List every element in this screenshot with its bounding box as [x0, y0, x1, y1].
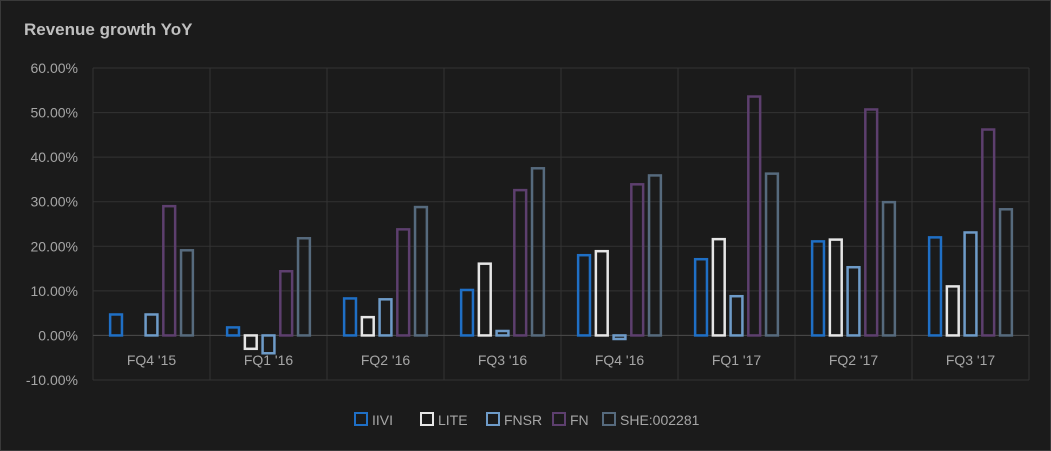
- bar-fn: [864, 108, 879, 337]
- y-tick-label: -10.00%: [26, 372, 78, 388]
- bar-she-002281: [530, 167, 546, 337]
- bar-fn: [630, 183, 645, 337]
- legend-label: FNSR: [504, 412, 542, 428]
- bar-fnsr: [846, 265, 861, 337]
- legend-swatch: [354, 412, 368, 426]
- bar-she-002281: [647, 174, 663, 337]
- bar-fnsr: [261, 334, 276, 355]
- bar-fnsr: [729, 294, 744, 337]
- y-tick-label: 20.00%: [31, 238, 78, 254]
- bar-fnsr: [378, 298, 393, 337]
- legend-label: IIVI: [372, 412, 393, 428]
- y-tick-label: 60.00%: [31, 60, 78, 76]
- bar-iivi: [459, 288, 475, 337]
- bar-she-002281: [998, 208, 1014, 337]
- bar-lite: [360, 315, 375, 337]
- bar-fn: [747, 95, 762, 337]
- bar-iivi: [108, 313, 124, 337]
- bar-iivi: [810, 240, 826, 337]
- bar-lite: [594, 249, 609, 337]
- bar-iivi: [693, 257, 709, 337]
- x-category-label: FQ3 '16: [478, 352, 528, 368]
- x-category-label: FQ1 '16: [244, 352, 294, 368]
- bar-fn: [513, 188, 528, 337]
- x-category-label: FQ1 '17: [712, 352, 762, 368]
- legend-label: SHE:002281: [620, 412, 700, 428]
- bar-iivi: [927, 236, 943, 337]
- y-tick-label: 10.00%: [31, 283, 78, 299]
- bar-fnsr: [495, 329, 510, 337]
- legend-swatch: [420, 412, 434, 426]
- bar-lite: [945, 285, 960, 337]
- y-tick-label: 40.00%: [31, 149, 78, 165]
- bar-she-002281: [413, 205, 429, 337]
- x-category-label: FQ4 '15: [127, 352, 177, 368]
- x-category-label: FQ4 '16: [595, 352, 645, 368]
- chart-title: Revenue growth YoY: [24, 20, 193, 39]
- legend-swatch: [486, 412, 500, 426]
- bar-lite: [828, 238, 843, 337]
- bar-she-002281: [179, 249, 195, 337]
- bar-lite: [243, 334, 258, 351]
- bar-she-002281: [764, 172, 780, 337]
- bar-lite: [711, 237, 726, 337]
- x-category-label: FQ3 '17: [946, 352, 996, 368]
- bar-iivi: [576, 253, 592, 337]
- bar-fn: [279, 269, 294, 337]
- x-category-label: FQ2 '17: [829, 352, 879, 368]
- bar-she-002281: [296, 237, 312, 337]
- legend-label: LITE: [438, 412, 468, 428]
- bar-fn: [396, 228, 411, 337]
- bar-lite: [477, 262, 492, 337]
- legend-swatch: [552, 412, 566, 426]
- legend-label: FN: [570, 412, 589, 428]
- y-tick-label: 50.00%: [31, 105, 78, 121]
- bar-iivi: [225, 326, 241, 337]
- bar-fn: [981, 128, 996, 337]
- bar-fnsr: [963, 231, 978, 337]
- bar-fn: [162, 204, 177, 337]
- bar-she-002281: [881, 200, 897, 337]
- legend-swatch: [602, 412, 616, 426]
- x-category-label: FQ2 '16: [361, 352, 411, 368]
- bar-fnsr: [144, 313, 159, 337]
- bar-fnsr: [612, 334, 627, 341]
- y-tick-label: 30.00%: [31, 194, 78, 210]
- y-tick-label: 0.00%: [38, 327, 78, 343]
- bar-iivi: [342, 297, 358, 337]
